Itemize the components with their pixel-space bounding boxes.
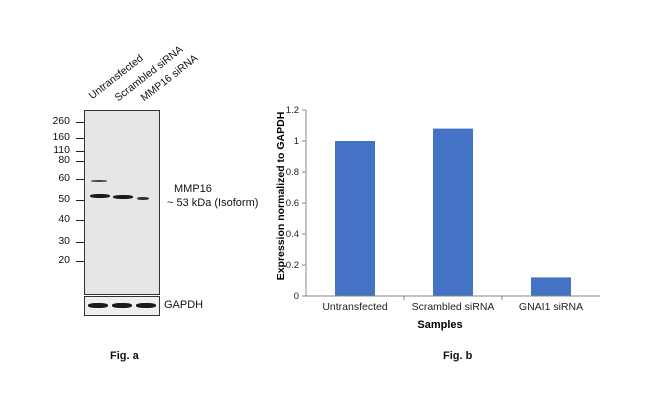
mw-marker-260: 260: [52, 115, 70, 127]
band-scrambled-mmp16: [113, 195, 133, 199]
fig-b-label: Fig. b: [443, 350, 473, 362]
y-tick-label: 1.2: [286, 105, 299, 116]
fig-a-label: Fig. a: [110, 350, 139, 362]
y-tick-label: 0: [294, 291, 299, 302]
band-mmp16-sirna: [137, 197, 149, 200]
mw-tick: [76, 261, 84, 262]
x-tick-label: Untransfected: [322, 301, 388, 313]
bars: [335, 128, 571, 296]
band-gapdh-untransfected: [88, 303, 108, 308]
mw-marker-80: 80: [58, 154, 70, 166]
band-gapdh-mmp16-sirna: [136, 303, 156, 308]
mw-tick: [76, 220, 84, 221]
blot-membrane: [84, 110, 160, 295]
band-gapdh-scrambled: [112, 303, 132, 308]
y-tick-label: 0.2: [286, 260, 299, 271]
bar-scrambled-sirna: [433, 128, 473, 296]
band-untransfected-mmp16: [90, 194, 110, 198]
target-label: MMP16: [174, 183, 212, 195]
mw-marker-30: 30: [58, 235, 70, 247]
bar-gnai1-sirna: [531, 277, 571, 296]
gapdh-blot: [84, 296, 160, 316]
x-axis-label: Samples: [417, 319, 462, 331]
mw-tick: [76, 122, 84, 123]
y-tick-label: 0.8: [286, 167, 299, 178]
mw-marker-50: 50: [58, 193, 70, 205]
x-axis: Untransfected Scrambled siRNA GNAI1 siRNA: [306, 295, 600, 313]
mw-tick: [76, 179, 84, 180]
mw-marker-20: 20: [58, 254, 70, 266]
mw-tick: [76, 242, 84, 243]
x-tick-label: Scrambled siRNA: [412, 301, 495, 313]
mw-tick: [76, 138, 84, 139]
mw-tick: [76, 151, 84, 152]
mw-tick: [76, 161, 84, 162]
y-axis: 0 0.2 0.4 0.6 0.8 1 1.2: [286, 105, 307, 302]
gapdh-label: GAPDH: [164, 299, 204, 311]
x-tick-label: GNAI1 siRNA: [519, 301, 583, 313]
y-tick-label: 0.4: [286, 229, 299, 240]
mw-marker-60: 60: [58, 172, 70, 184]
bar-untransfected: [335, 141, 375, 296]
mw-tick: [76, 200, 84, 201]
target-size-label: ~ 53 kDa (Isoform): [167, 197, 259, 209]
mw-marker-110: 110: [53, 144, 70, 156]
mw-marker-40: 40: [58, 213, 70, 225]
y-tick-label: 1: [294, 136, 299, 147]
y-tick-label: 0.6: [286, 198, 299, 209]
y-axis-label: Expression normalized to GAPDH: [275, 112, 287, 281]
mw-marker-160: 160: [52, 131, 70, 143]
band-untransfected-upper: [91, 180, 107, 182]
